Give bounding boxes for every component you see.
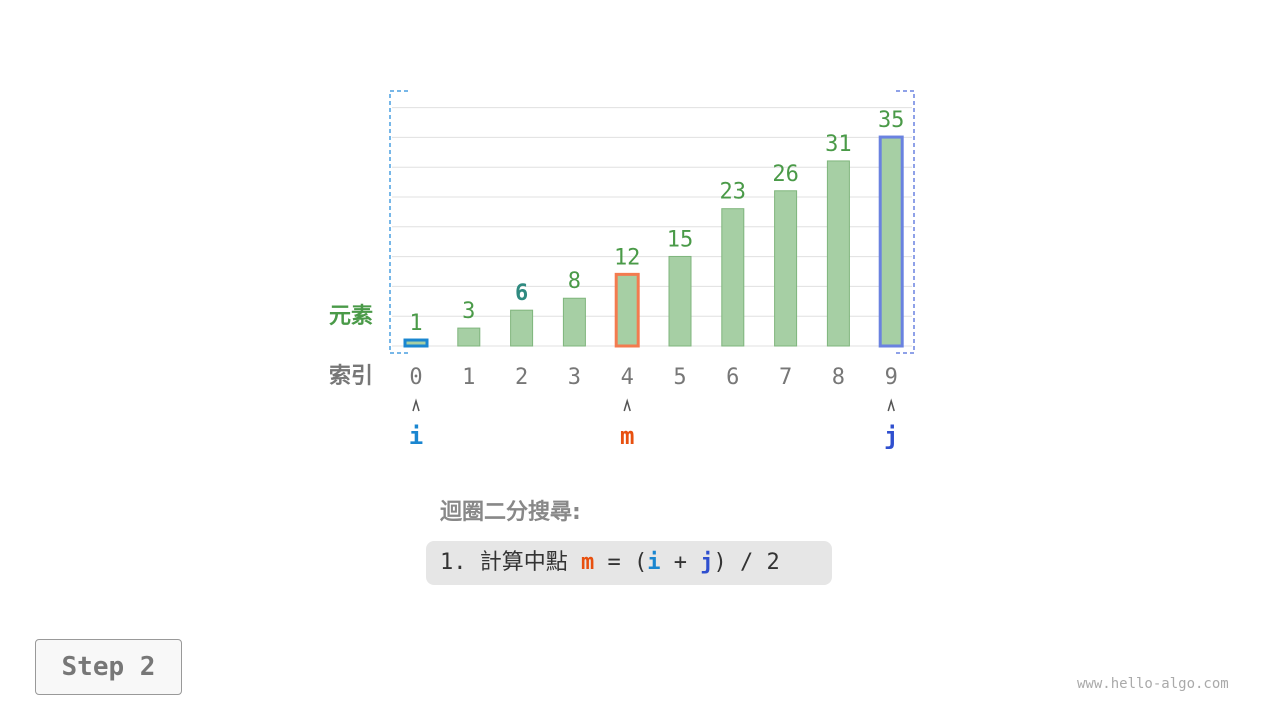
bar [562, 297, 586, 347]
right-bracket-j [896, 90, 915, 354]
bar [721, 208, 745, 347]
bar [774, 190, 798, 347]
bar [510, 309, 534, 347]
tail-text: ) / 2 [713, 550, 780, 575]
pointer-arrow-icon [412, 398, 420, 412]
step-description: 1. 計算中點 m = (i + j) / 2 [426, 541, 832, 585]
value-label: 26 [772, 162, 799, 187]
value-label: 8 [568, 269, 581, 294]
index-label: 7 [779, 365, 792, 390]
var-m: m [580, 550, 595, 575]
step-text: 1. 計算中點 [440, 550, 581, 575]
step-button[interactable]: Step 2 [35, 639, 182, 695]
value-label: 23 [720, 180, 747, 205]
pointer-j: j [884, 422, 898, 450]
bar [614, 272, 640, 348]
index-label: 9 [885, 365, 898, 390]
bar [826, 160, 850, 347]
value-label: 12 [614, 245, 641, 270]
row-label-index: 索引 [329, 364, 373, 389]
index-label: 0 [409, 365, 422, 390]
value-label: 31 [825, 132, 852, 157]
algorithm-title: 迴圈二分搜尋: [440, 500, 581, 525]
value-label: 1 [409, 311, 422, 336]
bar [403, 338, 429, 348]
index-label: 6 [726, 365, 739, 390]
eq-text: = ( [594, 550, 648, 575]
pointer-i: i [409, 422, 423, 450]
bar [668, 255, 692, 347]
index-label: 2 [515, 365, 528, 390]
value-label: 6 [515, 281, 528, 306]
pointer-arrow-icon [623, 398, 631, 412]
index-label: 3 [568, 365, 581, 390]
value-label: 35 [878, 108, 905, 133]
index-label: 5 [673, 365, 686, 390]
bar [878, 135, 904, 348]
row-label-value: 元素 [329, 303, 373, 329]
plus-text: + [660, 550, 701, 575]
index-label: 4 [621, 365, 634, 390]
left-bracket-i [389, 90, 408, 354]
var-i: i [647, 550, 661, 575]
value-label: 3 [462, 299, 475, 324]
index-label: 8 [832, 365, 845, 390]
value-label: 15 [667, 227, 694, 252]
watermark: www.hello-algo.com [1077, 676, 1229, 692]
var-j: j [700, 550, 714, 575]
bar [457, 327, 481, 347]
pointer-arrow-icon [887, 398, 895, 412]
index-label: 1 [462, 365, 475, 390]
pointer-m: m [620, 422, 634, 450]
